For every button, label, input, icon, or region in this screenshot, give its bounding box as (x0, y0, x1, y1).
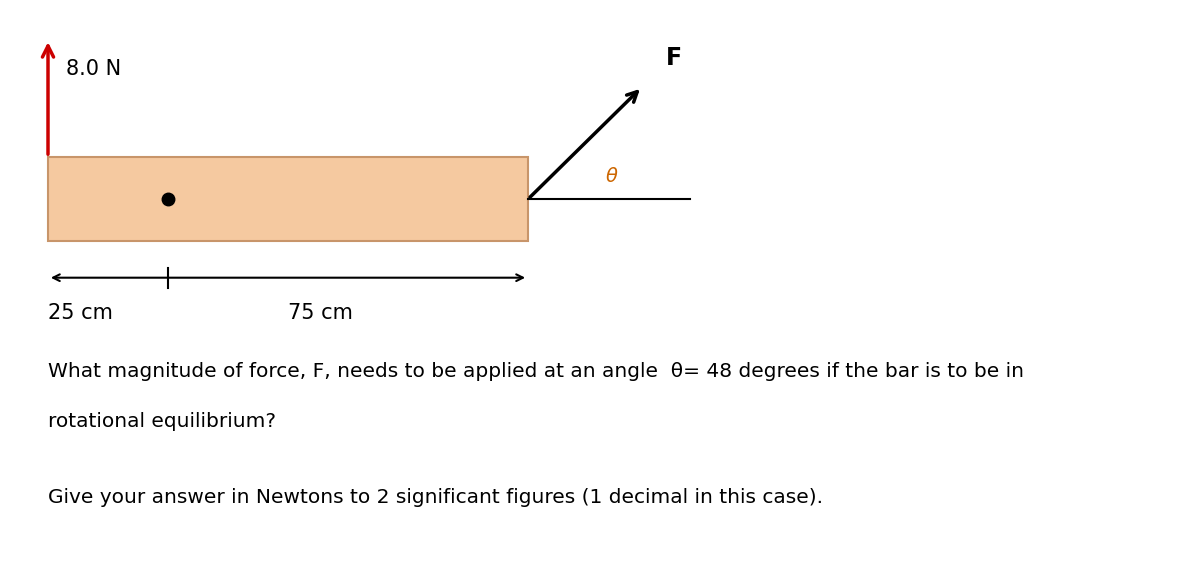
Text: 75 cm: 75 cm (288, 303, 353, 323)
Text: F: F (666, 46, 682, 70)
Text: 8.0 N: 8.0 N (66, 59, 121, 79)
Text: Give your answer in Newtons to 2 significant figures (1 decimal in this case).: Give your answer in Newtons to 2 signifi… (48, 488, 823, 507)
Bar (48, 157, 528, 241)
Text: θ: θ (606, 167, 618, 186)
Text: 25 cm: 25 cm (48, 303, 113, 323)
Text: rotational equilibrium?: rotational equilibrium? (48, 412, 276, 431)
Text: What magnitude of force, F, needs to be applied at an angle  θ= 48 degrees if th: What magnitude of force, F, needs to be … (48, 362, 1024, 381)
